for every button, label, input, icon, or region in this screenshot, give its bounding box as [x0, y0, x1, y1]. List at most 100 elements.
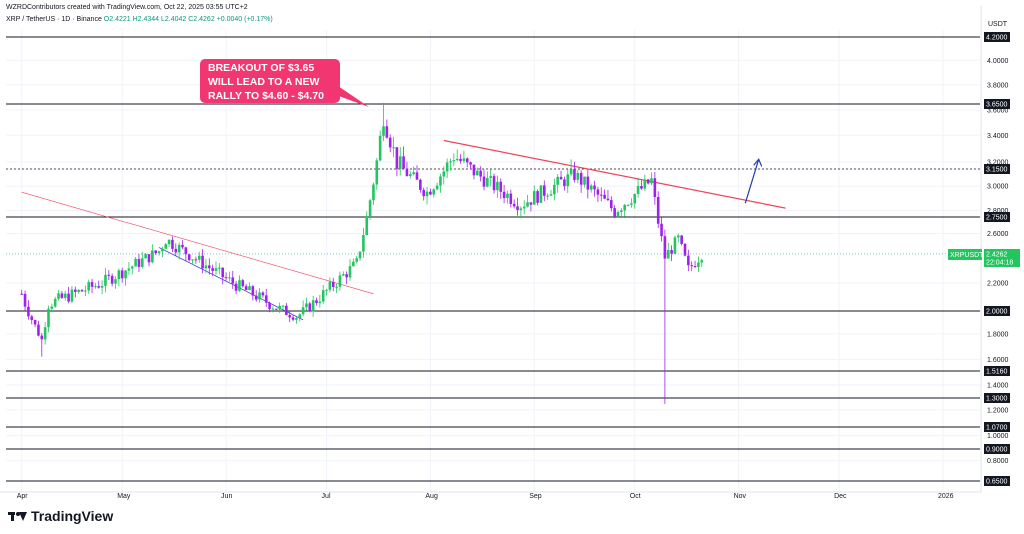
candle-body	[509, 193, 513, 204]
candle-body	[576, 172, 580, 180]
candle-body	[107, 274, 111, 276]
candle-body	[258, 292, 261, 300]
level-label-box	[984, 422, 1010, 432]
candle-body	[445, 162, 449, 172]
trendline[interactable]	[158, 247, 304, 321]
candle-body	[556, 176, 559, 185]
month-tick-label: Jun	[221, 493, 232, 500]
price-tick-label: 3.6000	[987, 108, 1009, 115]
candle-body	[87, 282, 90, 291]
candle-body	[656, 197, 660, 224]
candle-body	[526, 202, 529, 207]
candle-body	[586, 176, 590, 190]
candle-body	[382, 126, 385, 136]
candle-body	[154, 250, 157, 254]
price-tick-label: 4.0000	[987, 58, 1009, 65]
brand-name: TradingView	[31, 508, 114, 524]
candle-body	[630, 203, 633, 205]
level-label-box	[984, 212, 1010, 222]
level-label: 0.6500	[986, 479, 1008, 486]
axis-currency: USDT	[988, 21, 1008, 28]
price-tick-label: 1.8000	[987, 331, 1009, 338]
candle-body	[519, 208, 523, 211]
candle-body	[422, 189, 425, 197]
candle-body	[620, 210, 623, 213]
candle-body	[677, 235, 680, 238]
candle-body	[167, 239, 171, 245]
projection-arrow[interactable]	[744, 159, 760, 204]
candle-body	[449, 161, 452, 163]
candle-body	[502, 191, 506, 199]
candle-body	[268, 302, 271, 310]
candle-body	[90, 282, 94, 287]
candle-body	[412, 172, 415, 175]
time-axis[interactable]: Apr May Jun Jul Aug Sep Oct Nov Dec 2026	[0, 491, 981, 500]
candle-body	[345, 274, 348, 278]
candle-body	[321, 290, 325, 302]
candle-body	[385, 126, 389, 138]
candle-body	[291, 317, 295, 320]
candle-body	[134, 258, 137, 267]
candle-body	[419, 179, 422, 190]
month-tick-label: Aug	[425, 493, 438, 500]
tradingview-logo[interactable]: TradingView	[8, 508, 113, 524]
candle-body	[499, 181, 503, 192]
candle-body	[653, 178, 657, 198]
candle-body	[285, 305, 288, 316]
candle-body	[204, 265, 208, 269]
candle-body	[20, 293, 23, 295]
candle-body	[593, 185, 596, 190]
trendline[interactable]	[443, 139, 786, 209]
candle-body	[596, 189, 600, 195]
candle-body	[137, 258, 141, 267]
candle-body	[522, 206, 526, 209]
symbol-tag: XRPUSDT	[950, 252, 984, 259]
month-tick-label: 2026	[938, 493, 954, 500]
candle-body	[442, 171, 446, 177]
candle-body	[378, 135, 382, 161]
candle-body	[43, 327, 47, 340]
candle-body	[275, 308, 278, 310]
price-tick-label: 3.2000	[987, 160, 1009, 167]
candle-body	[308, 303, 312, 312]
candle-body	[281, 305, 285, 307]
candle-body	[566, 174, 570, 187]
candle-body	[144, 254, 147, 259]
candle-body	[388, 137, 392, 148]
level-label-box	[984, 99, 1010, 109]
candle-body	[546, 195, 549, 197]
level-label-box	[984, 32, 1010, 42]
candle-body	[425, 191, 429, 197]
level-label-box	[984, 444, 1010, 454]
candle-body	[127, 268, 131, 271]
candle-body	[486, 177, 489, 187]
candle-body	[335, 286, 338, 288]
candle-body	[157, 251, 161, 254]
month-tick-label: Apr	[17, 493, 29, 500]
price-tick-label: 0.8000	[987, 458, 1009, 465]
candle-body	[271, 308, 275, 310]
candle-body	[405, 168, 409, 177]
candle-body	[94, 286, 97, 288]
price-tick-label: 1.6000	[987, 357, 1009, 364]
candle-body	[348, 266, 352, 278]
candle-body	[402, 156, 405, 169]
level-label-box	[984, 393, 1010, 403]
candle-body	[482, 176, 486, 187]
candle-body	[231, 277, 235, 284]
level-label-box	[984, 306, 1010, 316]
candle-body	[573, 169, 576, 180]
candle-body	[315, 300, 318, 304]
candle-body	[583, 176, 586, 185]
level-label-box	[984, 476, 1010, 486]
candle-body	[47, 308, 50, 328]
trendline[interactable]	[21, 191, 374, 295]
level-label: 2.0000	[986, 309, 1008, 316]
price-tick-label: 2.8000	[987, 208, 1009, 215]
candle-body	[177, 244, 181, 253]
level-label: 3.6500	[986, 102, 1008, 109]
candle-body	[171, 239, 174, 249]
